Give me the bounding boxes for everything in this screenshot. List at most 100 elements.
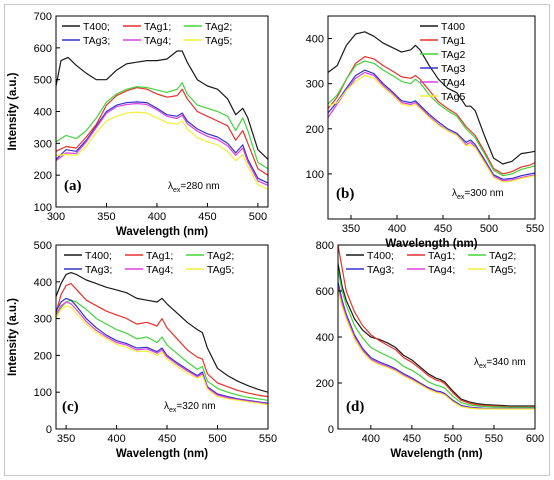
x-tick-label: 500 (480, 223, 498, 235)
y-tick-label: 300 (34, 138, 52, 150)
y-tick-label: 200 (306, 124, 324, 136)
x-tick-label: 450 (158, 433, 176, 445)
y-tick-label: 500 (34, 240, 52, 252)
x-tick-label: 500 (249, 211, 267, 223)
y-tick-label: 200 (316, 378, 334, 390)
series-line-tag1 (338, 245, 535, 408)
legend-label: TAg2; (489, 250, 516, 262)
series-line-tag3 (328, 69, 535, 180)
y-axis-label: Intensity (a.u.) (7, 298, 19, 376)
legend-label: T400 (441, 21, 465, 33)
series-line-tag5 (328, 74, 535, 183)
excitation-symbol: λ (474, 357, 479, 368)
excitation-subscript: ex (479, 363, 487, 370)
series-line-t400 (56, 272, 268, 393)
series-line-tag2 (56, 299, 268, 401)
excitation-subscript: ex (169, 407, 177, 414)
y-tick-label: 400 (306, 34, 324, 46)
excitation-value: =280 nm (180, 181, 219, 192)
legend-label: TAg4; (428, 264, 455, 276)
panel-b: 350 400 450 500 550 100 200 300 400 Wavelength (n… (306, 15, 544, 250)
x-tick-label: 500 (444, 433, 462, 445)
x-tick-label: 600 (526, 433, 544, 445)
y-tick-label: 200 (34, 350, 52, 362)
panel-c: 350 400 450 500 5500100200300400500Wavelengt… (7, 240, 277, 460)
legend-label: TAg5; (489, 264, 516, 276)
y-tick-label: 300 (34, 314, 52, 326)
series-line-tag4 (56, 102, 268, 186)
legend-label: TAg4 (441, 77, 465, 89)
excitation-symbol: λ (168, 181, 173, 192)
y-tick-label: 200 (34, 170, 52, 182)
panel-label: (a) (64, 178, 82, 194)
legend-label: TAg4; (144, 35, 171, 47)
excitation-label: λex=300 nm (452, 188, 504, 201)
excitation-label: λex=280 nm (168, 181, 220, 194)
y-tick-label: 400 (34, 107, 52, 119)
x-tick-label: 400 (362, 433, 380, 445)
x-tick-label: 300 (47, 211, 65, 223)
x-tick-label: 400 (148, 211, 166, 223)
legend-label: TAg1; (144, 21, 171, 33)
x-tick-label: 400 (388, 223, 406, 235)
legend-label: TAg2 (441, 49, 465, 61)
y-tick-label: 400 (34, 277, 52, 289)
excitation-value: =300 nm (464, 188, 503, 199)
legend-label: TAg3; (85, 264, 112, 276)
legend-label: TAg4; (146, 264, 173, 276)
legend-label: TAg1; (428, 250, 455, 262)
x-axis-label: Wavelength (nm) (116, 226, 208, 238)
x-axis-label: Wavelength (nm) (390, 448, 482, 460)
plot-frame (55, 244, 269, 430)
series-line-tag1 (328, 56, 535, 175)
y-tick-label: 400 (316, 332, 334, 344)
panel-d: 400 450 500 550 600 0 200 400 600 800 Wavelength (… (316, 240, 545, 460)
legend-label: TAg5 (441, 91, 465, 103)
x-tick-label: 450 (403, 433, 421, 445)
x-tick-label: 350 (97, 211, 115, 223)
y-tick-label: 600 (316, 286, 334, 298)
legend-label: TAg1; (146, 250, 173, 262)
y-tick-label: 100 (306, 169, 324, 181)
series-line-tag4 (338, 286, 535, 410)
y-tick-label: 100 (34, 387, 52, 399)
y-tick-label: 100 (34, 202, 52, 214)
legend-label: TAg2; (207, 250, 234, 262)
series-line-tag2 (56, 82, 268, 170)
panel-label: (b) (336, 186, 354, 202)
y-tick-label: 800 (316, 240, 334, 252)
excitation-subscript: ex (457, 194, 465, 201)
x-axis-label: Wavelength (nm) (385, 238, 477, 250)
excitation-label: λex=340 nm (474, 357, 526, 370)
legend-label: TAg2; (205, 21, 232, 33)
series-line-tag3 (338, 281, 535, 409)
legend-label: TAg3 (441, 63, 465, 75)
y-tick-label: 0 (328, 424, 334, 436)
x-axis-label: Wavelength (nm) (116, 448, 208, 460)
y-tick-label: 700 (34, 11, 52, 23)
y-tick-label: 600 (34, 43, 52, 55)
series-line-tag4 (328, 71, 535, 182)
legend-label: TAg5; (207, 264, 234, 276)
series-line-t400 (56, 50, 268, 160)
panel-label: (c) (62, 399, 79, 415)
x-tick-label: 550 (526, 223, 544, 235)
x-tick-label: 550 (259, 433, 277, 445)
series-line-tag5 (56, 111, 268, 191)
series-line-tag3 (56, 101, 268, 184)
series-line-tag5 (338, 290, 535, 410)
series-line-tag1 (56, 283, 268, 398)
legend-label: T400; (367, 250, 394, 262)
series-line-tag4 (56, 301, 268, 405)
x-tick-label: 350 (342, 223, 360, 235)
y-tick-label: 500 (34, 75, 52, 87)
x-tick-label: 450 (198, 211, 216, 223)
panel-a: 300 350 400 450 500 100 200 300 400 500 600 700 Wave… (7, 11, 269, 238)
excitation-symbol: λ (452, 188, 457, 199)
series-line-tag3 (56, 297, 268, 404)
series-line-tag5 (56, 305, 268, 406)
excitation-label: λex=320 nm (164, 401, 216, 414)
legend-label: T400; (85, 250, 112, 262)
x-tick-label: 450 (434, 223, 452, 235)
series-line-tag2 (338, 270, 535, 408)
